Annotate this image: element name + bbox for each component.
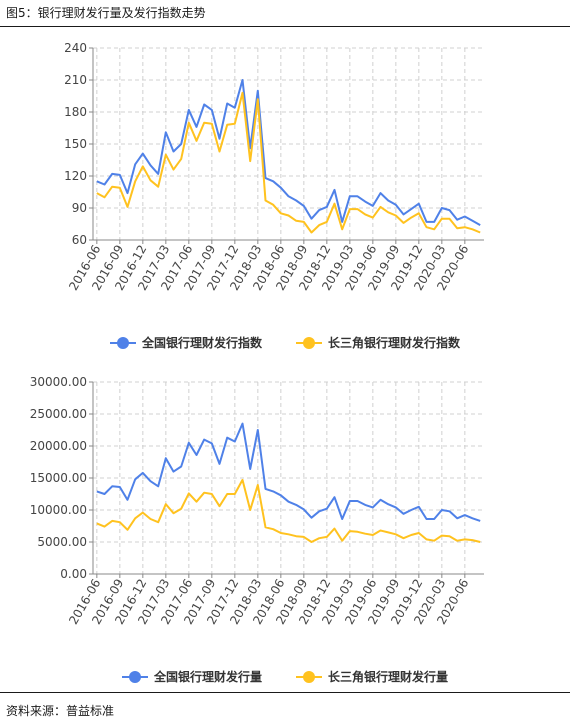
legend-item-2[interactable]: 长三角银行理财发行量 (296, 668, 448, 685)
chart-issuance-volume: 0.00 5000.00 10000.00 15000.00 20000.00 25000… (30, 375, 484, 627)
y-tick-label: 20000.00 (30, 439, 87, 453)
legend-label: 长三角银行理财发行量 (328, 670, 449, 684)
legend-item-1[interactable]: 全国银行理财发行指数 (109, 334, 262, 351)
y-tick-label: 15000.00 (30, 471, 87, 485)
legend-item-1[interactable]: 全国银行理财发行量 (121, 668, 262, 685)
y-tick-label: 210 (64, 73, 87, 87)
series-line-2 (96, 91, 481, 234)
series-line-1 (96, 79, 481, 226)
y-tick-label: 30000.00 (30, 375, 87, 389)
legend-marker-icon (296, 670, 322, 683)
footer-rule (0, 692, 570, 693)
chart-issuance-index: 60901201501802102402016-062016-092016-12… (64, 41, 484, 293)
y-tick-label: 150 (64, 137, 87, 151)
figure-title: 图5：银行理财发行量及发行指数走势 (6, 6, 206, 20)
y-tick-label: 5000.00 (37, 535, 87, 549)
source-note: 资料来源：普益标准 (6, 704, 115, 718)
legend-volume: 全国银行理财发行量 长三角银行理财发行量 (0, 668, 570, 685)
series-line-1 (96, 422, 481, 522)
series-line-2 (96, 478, 481, 543)
y-tick-label: 120 (64, 169, 87, 183)
y-tick-label: 90 (72, 201, 87, 215)
legend-label: 长三角银行理财发行指数 (328, 336, 461, 350)
y-tick-label: 10000.00 (30, 503, 87, 517)
y-tick-label: 240 (64, 41, 87, 55)
legend-marker-icon (109, 336, 136, 349)
y-tick-label: 0.00 (60, 567, 87, 581)
legend-label: 全国银行理财发行量 (153, 670, 262, 684)
legend-marker-icon (121, 670, 148, 683)
y-tick-label: 60 (72, 233, 87, 247)
legend-item-2[interactable]: 长三角银行理财发行指数 (296, 334, 460, 351)
legend-index: 全国银行理财发行指数 长三角银行理财发行指数 (0, 334, 570, 351)
y-tick-label: 180 (64, 105, 87, 119)
title-rule (0, 26, 570, 27)
y-tick-label: 25000.00 (30, 407, 87, 421)
legend-label: 全国银行理财发行指数 (141, 336, 262, 350)
legend-marker-icon (296, 336, 322, 349)
